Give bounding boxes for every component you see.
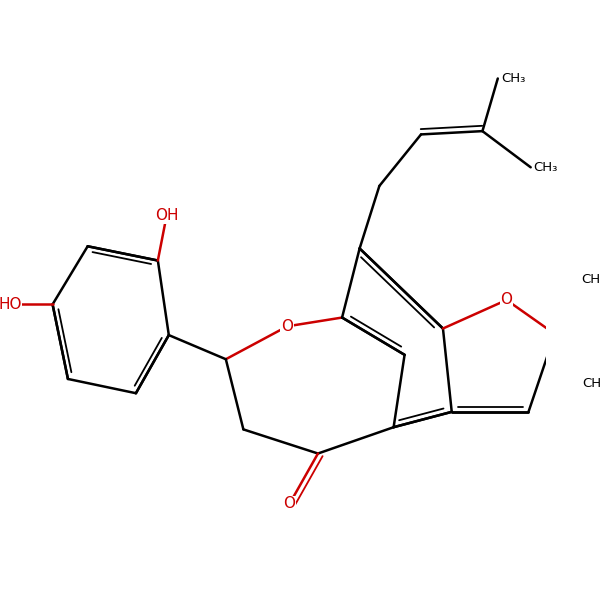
Text: CH₃: CH₃ xyxy=(501,72,525,85)
Text: CH₃: CH₃ xyxy=(533,161,558,174)
Text: CH₃: CH₃ xyxy=(582,377,600,390)
Text: O: O xyxy=(281,319,293,334)
Text: CH₃: CH₃ xyxy=(581,272,600,286)
Text: O: O xyxy=(500,292,512,307)
Text: OH: OH xyxy=(155,208,178,223)
Text: O: O xyxy=(283,496,295,511)
Text: HO: HO xyxy=(0,297,22,312)
